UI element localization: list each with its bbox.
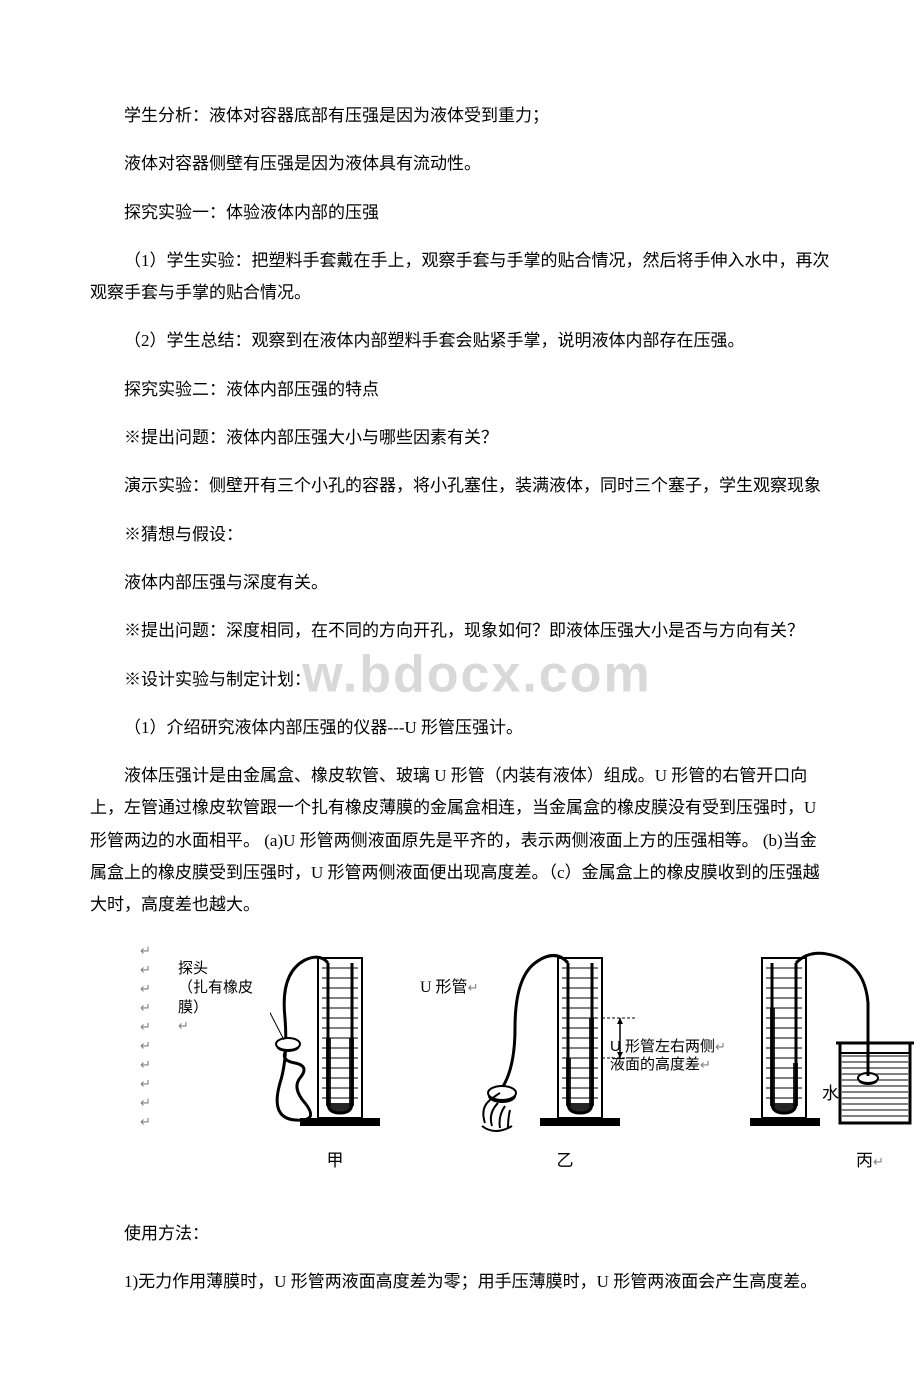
paragraph: （1）介绍研究液体内部压强的仪器---U 形管压强计。 [90,712,830,744]
pressure-gauge-figure: ↵ ↵ ↵ ↵ ↵ ↵ ↵ ↵ ↵ ↵ 探头 （扎有橡皮 膜）↵ [130,938,830,1198]
paragraph: ※提出问题：深度相同，在不同的方向开孔，现象如何？即液体压强大小是否与方向有关？ [90,615,830,647]
paragraph-with-watermark: w.bdocx.com ※设计实验与制定计划： [90,664,830,696]
paragraph: ※提出问题：液体内部压强大小与哪些因素有关？ [90,422,830,454]
paragraph: 演示实验：侧壁开有三个小孔的容器，将小孔塞住，装满液体，同时三个塞子，学生观察现… [90,470,830,502]
document-page: 学生分析：液体对容器底部有压强是因为液体受到重力； 液体对容器侧壁有压强是因为液… [0,0,920,1374]
caption-a: 甲 [320,1145,350,1177]
height-diff-label: U 形管左右两侧↵ 液面的高度差↵ [610,1038,726,1076]
probe-label: 探头 （扎有橡皮 膜）↵ [178,960,253,1035]
paragraph: （2）学生总结：观察到在液体内部塑料手套会贴紧手掌，说明液体内部存在压强。 [90,325,830,357]
paragraph-text: ※设计实验与制定计划： [124,670,311,689]
return-marks-column: ↵ ↵ ↵ ↵ ↵ ↵ ↵ ↵ ↵ ↵ [140,941,151,1131]
paragraph: 使用方法： [90,1218,830,1250]
paragraph: 液体压强计是由金属盒、橡皮软管、玻璃 U 形管（内装有液体）组成。U 形管的右管… [90,760,830,921]
diagram-a [270,948,400,1148]
paragraph: 液体对容器侧壁有压强是因为液体具有流动性。 [90,148,830,180]
paragraph: ※猜想与假设： [90,519,830,551]
u-tube-diagram-a-svg [270,948,400,1148]
diagram-c [750,948,920,1148]
paragraph: 学生分析：液体对容器底部有压强是因为液体受到重力； [90,100,830,132]
paragraph: 液体内部压强与深度有关。 [90,567,830,599]
paragraph: 1)无力作用薄膜时，U 形管两液面高度差为零；用手压薄膜时，U 形管两液面会产生… [90,1266,830,1298]
paragraph: （1）学生实验：把塑料手套戴在手上，观察手套与手掌的贴合情况，然后将手伸入水中，… [90,245,830,310]
paragraph: 探究实验二：液体内部压强的特点 [90,374,830,406]
u-tube-label: U 形管↵ [420,973,478,1003]
paragraph: 探究实验一：体验液体内部的压强 [90,197,830,229]
caption-b: 乙 [550,1145,580,1177]
caption-c: 丙↵ [850,1145,890,1177]
u-tube-diagram-c-svg [750,948,920,1148]
water-label: 水 [822,1078,839,1110]
